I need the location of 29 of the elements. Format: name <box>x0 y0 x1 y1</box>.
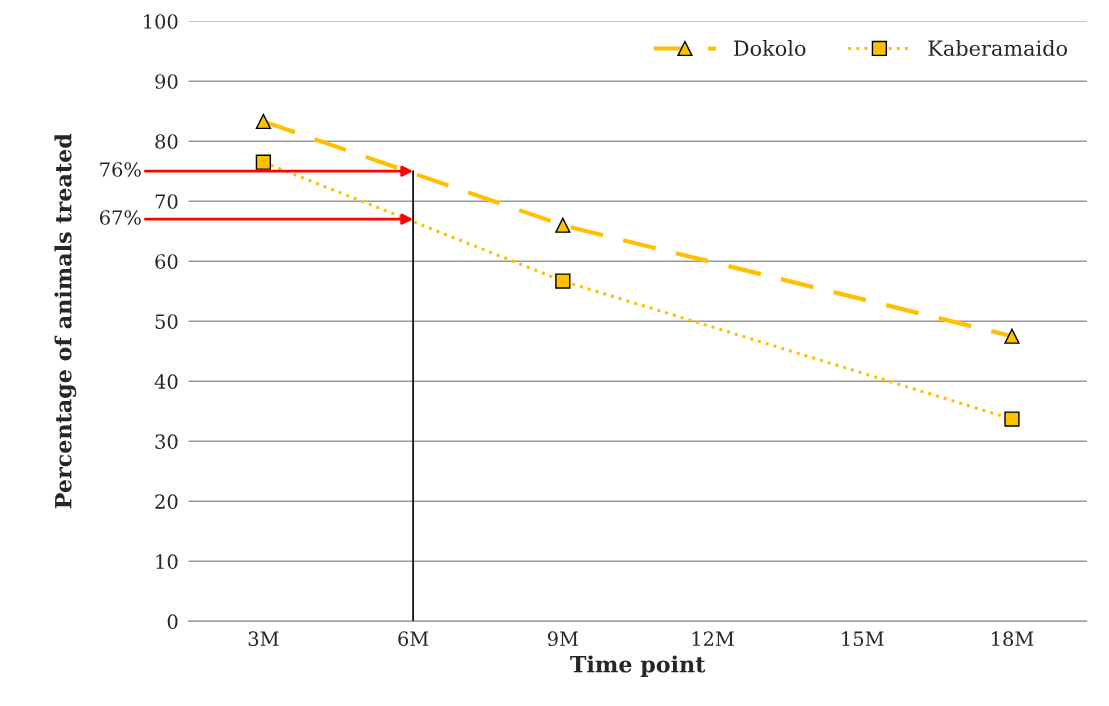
x-axis-title: Time point <box>570 655 706 677</box>
point <box>555 273 571 289</box>
y-tick-label: 70 <box>155 194 178 209</box>
y-tick-label: 0 <box>167 614 178 629</box>
y-tick-label: 50 <box>155 314 178 329</box>
y-tick-label: 90 <box>155 74 178 89</box>
annotation: 76% <box>100 162 141 177</box>
y-tick-label: 40 <box>154 374 178 389</box>
y-tick-label: 10 <box>156 554 178 569</box>
x-tick-label: 18M <box>992 631 1034 647</box>
x-tick-label: 6M <box>398 631 429 647</box>
y-tick-label: 100 <box>144 14 178 29</box>
point <box>255 154 272 170</box>
annotation: 67% <box>100 210 141 225</box>
point <box>555 217 571 233</box>
legend-label: Kaberamaido <box>928 39 1068 57</box>
x-tick-label: 12M <box>692 631 734 646</box>
y-tick-label: 20 <box>155 494 178 509</box>
point <box>255 113 272 130</box>
y-tick-label: 80 <box>155 134 178 149</box>
x-tick-label: 15M <box>842 631 884 647</box>
y-tick-label: 60 <box>155 254 178 269</box>
legend-label: Dokolo <box>734 39 806 57</box>
y-axis-title: Percentage of animals treated <box>54 133 77 509</box>
x-tick-label: 9M <box>547 631 578 647</box>
point <box>1004 328 1020 344</box>
x-tick-label: 3M <box>248 631 279 647</box>
y-tick-label: 30 <box>155 434 178 449</box>
point <box>1004 411 1020 427</box>
